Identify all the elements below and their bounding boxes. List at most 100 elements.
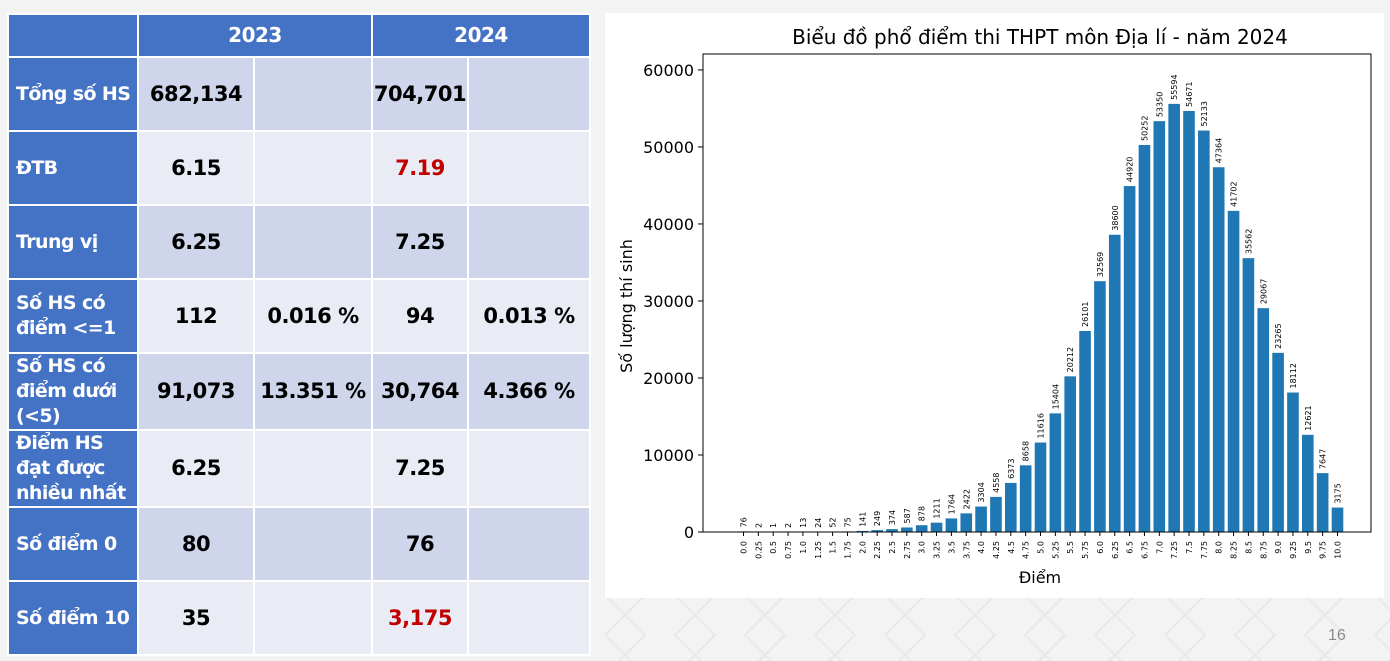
bar-value-label: 1211 [933, 498, 942, 518]
bar [1108, 234, 1121, 532]
row-label: ĐTB [7, 130, 139, 206]
percent-2023 [253, 56, 373, 132]
table-row: Số HS có điểm dưới (<5) 91,073 13.351 % 30,… [7, 352, 591, 431]
bar-value-label: 12621 [1304, 405, 1313, 430]
x-tick-label: 10.0 [1334, 541, 1343, 559]
header-empty-cell [7, 13, 139, 58]
bar [1034, 442, 1047, 532]
y-tick-label: 20000 [643, 369, 694, 388]
x-tick-label: 3.0 [918, 541, 927, 554]
x-tick-label: 0.75 [784, 541, 793, 559]
percent-2024: 0.013 % [467, 278, 591, 354]
x-tick-label: 5.5 [1066, 541, 1075, 554]
bar-value-label: 23265 [1274, 323, 1283, 348]
percent-2023 [253, 130, 373, 206]
x-tick-label: 1.5 [829, 541, 838, 554]
bar [1242, 258, 1255, 532]
value-2023: 6.25 [137, 204, 255, 280]
row-label: Điểm HS đạt được nhiều nhất [7, 429, 139, 508]
bar-value-label: 44920 [1126, 157, 1135, 182]
bar-value-label: 41702 [1230, 181, 1239, 206]
value-2024: 30,764 [371, 352, 469, 431]
x-tick-label: 3.25 [933, 541, 942, 559]
bar [901, 527, 913, 532]
percent-2024 [467, 580, 591, 656]
bar [990, 496, 1002, 532]
bar-value-label: 52133 [1200, 101, 1209, 126]
x-tick-label: 8.0 [1215, 541, 1224, 554]
x-tick-label: 8.5 [1244, 541, 1253, 554]
percent-2024 [467, 130, 591, 206]
bar [1168, 103, 1180, 532]
x-axis-label: Điểm [1019, 568, 1061, 587]
percent-2024: 4.366 % [467, 352, 591, 431]
bar-value-label: 3304 [977, 482, 986, 502]
row-label: Số HS có điểm dưới (<5) [7, 352, 139, 431]
table-row: Điểm HS đạt được nhiều nhất 6.25 7.25 [7, 429, 591, 508]
bar [1302, 434, 1314, 532]
y-tick-label: 60000 [643, 61, 694, 80]
percent-2023: 0.016 % [253, 278, 373, 354]
x-tick-label: 3.75 [962, 541, 971, 559]
percent-2023 [253, 580, 373, 656]
bar [1019, 465, 1032, 532]
x-tick-label: 2.5 [888, 541, 897, 554]
row-label: Số điểm 10 [7, 580, 139, 656]
bar-value-label: 52 [829, 517, 838, 527]
bar [1257, 308, 1270, 532]
x-tick-label: 1.25 [814, 541, 823, 559]
table-row: Số HS có điểm <=1 112 0.016 % 94 0.013 % [7, 278, 591, 354]
bar-value-label: 53350 [1155, 92, 1164, 117]
bar [1198, 130, 1210, 532]
row-label: Số điểm 0 [7, 506, 139, 582]
header-year-2023: 2023 [137, 13, 373, 58]
bar-value-label: 2 [754, 523, 763, 528]
bar [945, 518, 958, 532]
row-label: Số HS có điểm <=1 [7, 278, 139, 354]
x-tick-label: 6.5 [1126, 541, 1135, 554]
bar-value-label: 54671 [1185, 82, 1194, 107]
bar-value-label: 18112 [1289, 363, 1298, 388]
x-tick-label: 2.25 [873, 541, 882, 559]
value-2024: 94 [371, 278, 469, 354]
y-tick-label: 40000 [643, 215, 694, 234]
value-2023: 6.15 [137, 130, 255, 206]
x-tick-label: 7.0 [1155, 541, 1164, 554]
value-2023: 6.25 [137, 429, 255, 508]
bar-value-label: 24 [814, 518, 823, 528]
value-2024: 7.25 [371, 429, 469, 508]
bar-value-label: 587 [903, 508, 912, 523]
x-tick-label: 1.0 [799, 541, 808, 554]
plot-frame [702, 53, 1372, 533]
bar [1316, 473, 1329, 532]
percent-2024 [467, 56, 591, 132]
value-2024: 7.25 [371, 204, 469, 280]
x-tick-label: 5.0 [1037, 541, 1046, 554]
bar-value-label: 38600 [1111, 205, 1120, 230]
x-tick-label: 9.75 [1319, 541, 1328, 559]
background-pattern [590, 595, 1390, 661]
bar-value-label: 8658 [1022, 441, 1031, 461]
bar-value-label: 11616 [1037, 413, 1046, 438]
y-tick-label: 30000 [643, 292, 694, 311]
table-row: Số điểm 10 35 3,175 [7, 580, 591, 656]
x-tick-label: 6.0 [1096, 541, 1105, 554]
x-tick-label: 5.25 [1051, 541, 1060, 559]
table-row: Trung vị 6.25 7.25 [7, 204, 591, 280]
bar [960, 513, 973, 532]
bar [1227, 210, 1240, 532]
bar-value-label: 13 [799, 518, 808, 528]
bar-value-label: 7647 [1319, 449, 1328, 469]
bar-value-label: 141 [858, 512, 867, 527]
bar-value-label: 75 [843, 517, 852, 527]
bar-value-label: 26101 [1081, 302, 1090, 327]
bar [871, 530, 883, 532]
x-tick-label: 8.75 [1259, 541, 1268, 559]
percent-2023 [253, 204, 373, 280]
bar [1005, 482, 1017, 532]
bar [1064, 376, 1076, 532]
bar-value-label: 6373 [1007, 459, 1016, 479]
value-2024: 76 [371, 506, 469, 582]
table-header-row: 2023 2024 [7, 13, 591, 58]
percent-2024 [467, 204, 591, 280]
